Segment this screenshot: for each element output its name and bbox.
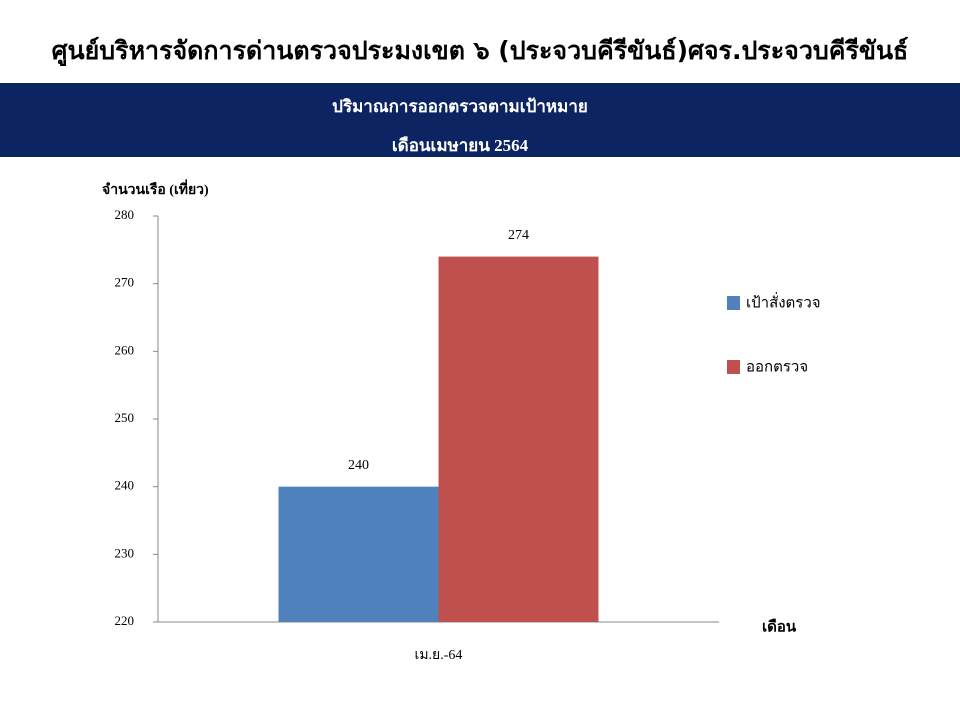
legend-label: เป้าสั่งตรวจ [746, 292, 821, 312]
legend-swatch [727, 360, 740, 374]
legend-label: ออกตรวจ [746, 358, 808, 376]
y-tick-label: 260 [115, 342, 135, 357]
x-tick-label: เม.ย.-64 [415, 648, 463, 663]
y-tick-label: 220 [115, 613, 135, 628]
data-label: 274 [508, 228, 529, 243]
banner [0, 83, 960, 157]
banner-line: เดือนเมษายน 2564 [392, 135, 529, 155]
data-label: 240 [348, 458, 369, 473]
legend-swatch [727, 296, 740, 310]
y-tick-label: 240 [115, 478, 135, 493]
bar [438, 256, 599, 622]
y-tick-label: 270 [115, 275, 135, 290]
x-axis-label: เดือน [762, 618, 797, 635]
y-tick-label: 280 [115, 207, 135, 222]
banner-line: ปริมาณการออกตรวจตามเป้าหมาย [332, 97, 588, 116]
slide-title: ศูนย์บริหารจัดการด่านตรวจประมงเขต ๖ (ประ… [52, 36, 909, 67]
y-tick-label: 230 [115, 545, 135, 560]
y-tick-label: 250 [115, 410, 135, 425]
bar [278, 486, 439, 622]
y-axis-label: จำนวนเรือ (เที่ยว) [102, 179, 209, 198]
